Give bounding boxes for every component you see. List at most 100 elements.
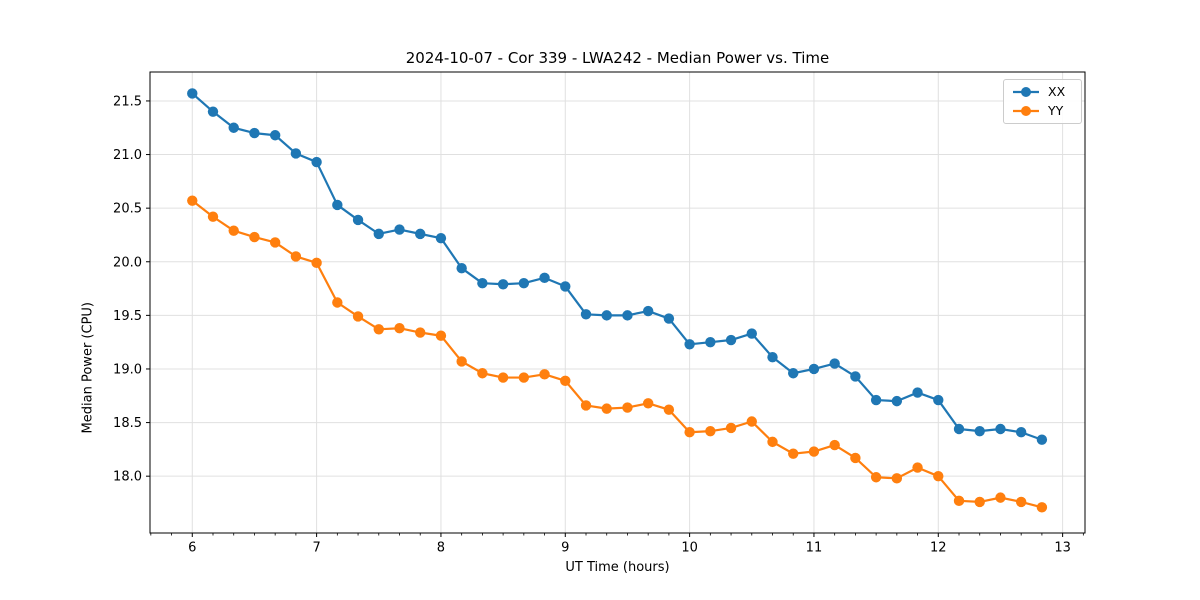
data-point-xx [663,313,675,324]
data-point-xx [311,156,322,168]
data-point-yy [373,324,384,335]
data-point-yy [311,257,322,269]
data-point-yy [663,404,675,415]
x-tick-label: 11 [806,541,823,556]
data-point-yy [705,425,716,437]
x-tick-label: 8 [437,541,445,556]
x-tick-label: 6 [188,541,196,556]
data-point-xx [269,130,281,141]
data-point-xx [394,224,405,235]
data-point-yy [891,473,903,484]
y-tick-label: 19.5 [113,309,142,324]
data-point-yy [829,439,840,451]
data-point-yy [808,446,820,457]
data-point-xx [995,423,1006,435]
data-point-xx [850,371,861,382]
data-point-xx [974,425,985,437]
data-point-yy [269,237,281,248]
data-point-yy [912,462,923,473]
data-point-xx [228,122,239,133]
data-point-xx [725,334,737,346]
data-point-xx [808,363,820,375]
data-point-yy [1015,496,1027,508]
data-point-xx [953,423,965,435]
x-tick-label: 13 [1054,541,1071,556]
data-point-yy [394,323,405,334]
data-point-yy [497,372,509,383]
data-point-xx [477,278,488,289]
xx-line-sample-icon [1013,87,1039,97]
data-point-xx [539,272,550,284]
data-point-yy [767,436,778,448]
data-point-xx [249,127,260,139]
data-point-xx [705,336,716,348]
y-tick-label: 20.5 [113,202,142,217]
data-point-yy [684,427,695,438]
data-point-yy [850,452,861,464]
data-point-xx [1015,427,1027,438]
legend: XX YY [1003,79,1082,124]
axes-frame [149,71,1086,534]
x-tick-label: 9 [561,541,569,556]
data-point-yy [933,470,944,482]
data-point-xx [518,278,530,289]
data-point-xx [435,232,447,244]
yy-line-sample-icon [1013,106,1039,116]
data-point-xx [415,228,426,240]
data-point-yy [870,472,882,483]
data-point-yy [477,368,488,379]
data-point-xx [187,88,198,99]
data-point-xx [290,148,302,159]
data-point-yy [187,195,198,206]
data-point-yy [435,330,447,341]
data-point-yy [539,369,550,380]
data-point-xx [207,106,219,117]
data-point-xx [788,368,799,379]
data-point-xx [746,328,757,339]
data-point-xx [373,228,384,240]
data-point-xx [560,281,571,292]
data-point-yy [1036,502,1048,513]
data-point-yy [622,402,633,413]
data-point-yy [995,492,1006,503]
data-point-yy [788,448,799,459]
chart-title: 2024-10-07 - Cor 339 - LWA242 - Median P… [405,49,830,67]
x-tick-label: 7 [312,541,320,556]
data-point-yy [580,400,592,411]
x-tick-label: 12 [930,541,947,556]
series-line-yy [191,199,1043,509]
legend-item-xx: XX [1011,85,1073,99]
y-tick-label: 18.5 [113,416,142,431]
data-point-xx [684,339,695,350]
data-point-yy [560,375,571,386]
data-point-xx [456,262,467,274]
data-point-yy [249,231,260,243]
legend-item-yy: YY [1011,104,1073,118]
data-point-yy [352,311,364,322]
data-point-yy [415,327,426,338]
data-point-xx [767,351,778,363]
data-point-yy [953,495,965,507]
legend-label-xx: XX [1048,84,1066,99]
data-point-xx [352,214,364,226]
y-tick-label: 19.0 [113,362,142,377]
data-point-xx [933,394,944,406]
data-point-yy [290,251,302,262]
y-tick-label: 21.5 [113,94,142,109]
x-axis-label: UT Time (hours) [565,560,670,575]
legend-label-yy: YY [1048,103,1064,118]
data-point-xx [1036,434,1048,445]
data-point-xx [642,305,654,317]
data-point-yy [332,297,343,308]
data-point-xx [891,395,903,407]
data-point-xx [912,387,923,398]
data-point-yy [642,398,654,409]
data-point-xx [601,310,612,321]
x-tick-label: 10 [681,541,698,556]
data-point-xx [870,394,882,406]
data-point-yy [518,372,530,383]
data-point-yy [725,422,737,434]
y-tick-label: 20.0 [113,255,142,270]
